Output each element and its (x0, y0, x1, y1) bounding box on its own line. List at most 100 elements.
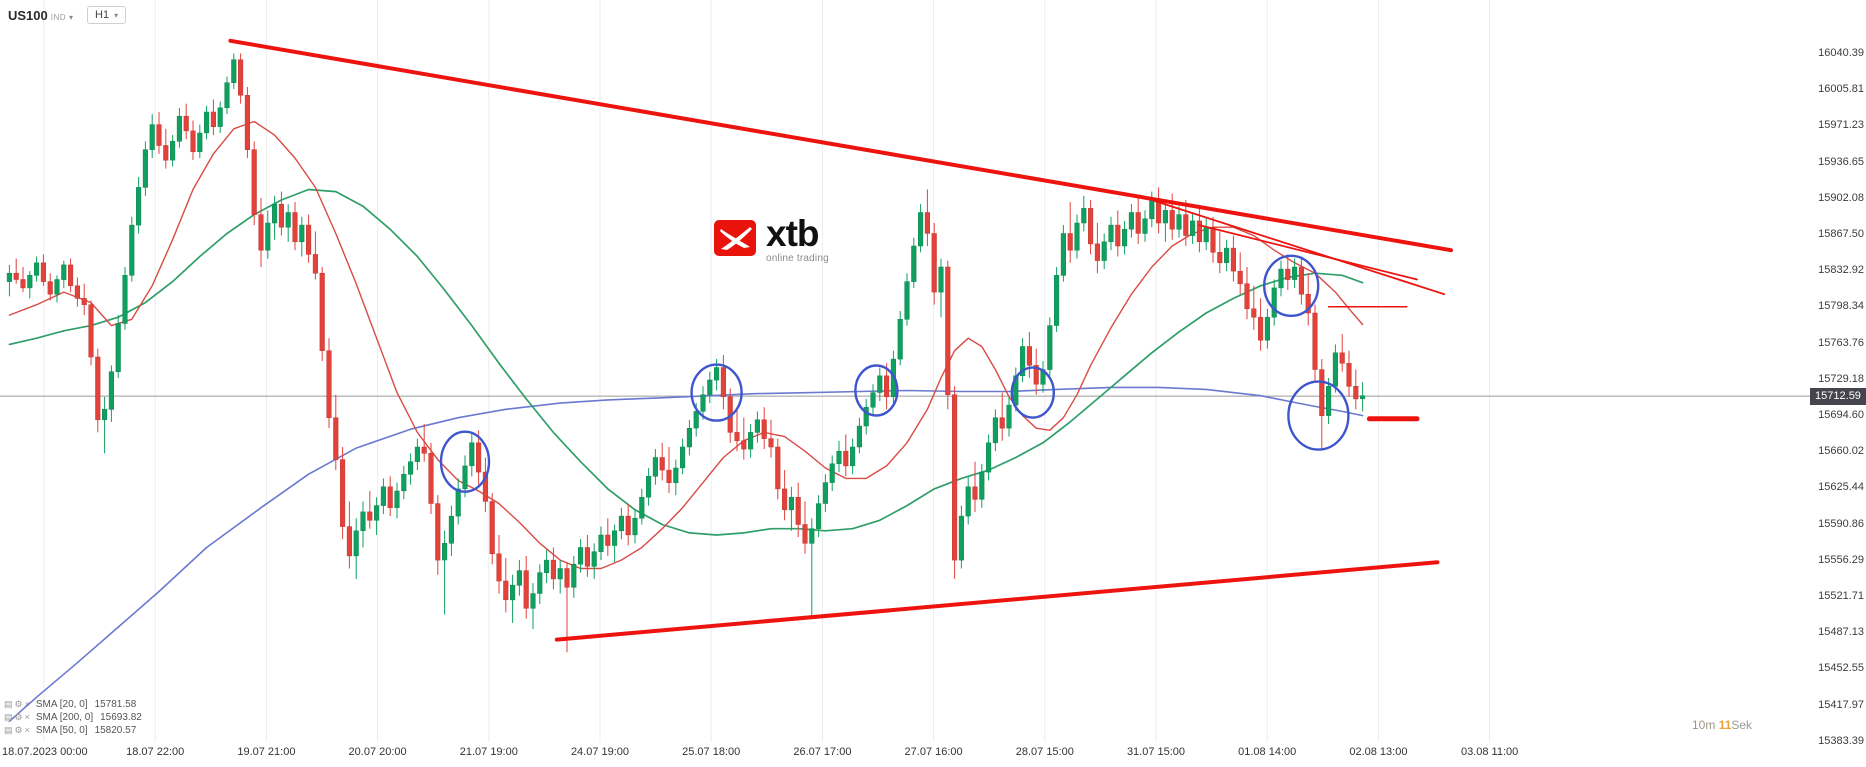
candle-up (1060, 233, 1066, 276)
candle-down (68, 264, 74, 287)
annotation-circle (1262, 254, 1320, 317)
indicator-value: 15693.82 (100, 712, 142, 723)
price-axis-label: 15832.92 (1818, 264, 1864, 277)
candle-down (1237, 270, 1243, 285)
candle-up (1360, 395, 1366, 400)
candle-down (659, 457, 665, 471)
candle-down (258, 214, 264, 251)
candle-down (428, 453, 434, 504)
candle-down (1026, 346, 1032, 366)
candle-down (1305, 293, 1311, 314)
candle-up (829, 463, 835, 483)
candle-up (544, 559, 550, 573)
price-axis-label: 16040.39 (1818, 47, 1864, 59)
time-axis-label: 21.07 19:00 (459, 746, 518, 758)
candle-up (863, 406, 869, 427)
candle-down (238, 59, 244, 96)
settings-icon[interactable]: ⚙ (14, 725, 23, 735)
sma-20-line (8, 120, 1364, 570)
candle-up (1224, 247, 1230, 264)
time-axis-label: 03.08 11:00 (1460, 746, 1519, 758)
candle-up (571, 564, 577, 588)
candle-up (176, 115, 182, 142)
candle-down (333, 417, 339, 460)
price-axis-label: 15625.44 (1818, 481, 1864, 494)
candle-up (904, 281, 910, 320)
candle-up (1162, 210, 1168, 224)
price-axis-label: 15867.50 (1818, 228, 1864, 240)
candle-down (523, 570, 529, 609)
candle-up (632, 517, 638, 536)
indicator-legend: ▤ ⚙ × SMA [20, 0] 15781.58 ▤ ⚙ × SMA [200, 0] 156… (4, 698, 142, 737)
candle-down (183, 115, 189, 132)
candle-down (1312, 312, 1318, 370)
price-axis-label: 15971.23 (1818, 119, 1864, 132)
time-axis[interactable]: 18.07.2023 00:00 18.07 22:00 19.07 21:00 20… (0, 744, 1810, 766)
candle-up (61, 264, 67, 280)
candle-up (217, 107, 223, 127)
candle-up (170, 141, 176, 161)
candle-down (306, 224, 312, 255)
candle-up (442, 543, 448, 561)
close-icon[interactable]: × (24, 699, 30, 709)
candle-up (707, 379, 713, 395)
price-axis-label: 15452.55 (1818, 662, 1864, 675)
chart-icon[interactable]: ▤ (4, 712, 13, 722)
candle-down (952, 394, 958, 561)
candle-down (666, 469, 672, 483)
indicator-row: ▤ ⚙ × SMA [200, 0] 15693.82 (4, 711, 142, 724)
candle-up (115, 323, 121, 372)
symbol-type-label: IND (50, 12, 67, 22)
candle-up (1326, 386, 1332, 416)
candle-down (278, 203, 284, 228)
price-axis-label: 15487.13 (1818, 626, 1864, 639)
candle-up (353, 530, 359, 557)
candle-up (618, 515, 624, 532)
candle-up (27, 275, 33, 289)
countdown-seconds: 11 (1718, 718, 1732, 732)
candle-up (360, 511, 366, 531)
candle-up (578, 547, 584, 565)
candle-down (496, 553, 502, 582)
candle-down (1169, 210, 1175, 230)
candle-down (435, 503, 441, 561)
price-axis-label: 16005.81 (1818, 83, 1864, 96)
candle-up (673, 467, 679, 483)
chart-icon[interactable]: ▤ (4, 699, 13, 709)
candle-down (346, 526, 352, 557)
timeframe-selector[interactable]: H1 ▾ (87, 6, 127, 24)
candle-up (958, 515, 964, 561)
close-icon[interactable]: × (24, 725, 30, 735)
candle-down (1346, 363, 1352, 387)
symbol-name: US100 (8, 7, 48, 23)
settings-icon[interactable]: ⚙ (14, 712, 23, 722)
close-icon[interactable]: × (24, 712, 30, 722)
candlestick-chart[interactable] (0, 0, 1810, 767)
candle-up (1142, 218, 1148, 234)
annotation-circle (439, 430, 491, 493)
price-axis-label: 15521.71 (1818, 590, 1864, 602)
chart-icon[interactable]: ▤ (4, 725, 13, 735)
price-axis[interactable]: 16040.39 16005.81 15971.23 15936.65 15902.08… (1810, 0, 1866, 767)
candle-up (612, 530, 618, 546)
candle-down (251, 149, 257, 215)
candle-up (1292, 266, 1298, 280)
candle-up (414, 446, 420, 462)
price-axis-label: 15902.08 (1818, 191, 1864, 204)
candle-up (129, 224, 135, 276)
xtb-logo: xtb online trading (714, 215, 829, 264)
candle-down (1339, 352, 1345, 364)
candle-up (938, 266, 944, 293)
candle-up (1047, 325, 1053, 370)
candle-down (190, 130, 196, 153)
time-axis-label: 24.07 19:00 (570, 746, 630, 758)
symbol-selector[interactable]: US100 IND ▾ (8, 8, 73, 23)
symbol-bar: US100 IND ▾ H1 ▾ (8, 6, 127, 24)
settings-icon[interactable]: ⚙ (14, 699, 23, 709)
candle-up (149, 124, 155, 150)
candle-up (102, 409, 108, 421)
time-axis-label: 26.07 17:00 (793, 746, 852, 758)
candle-up (197, 132, 203, 153)
logo-text: xtb online trading (766, 215, 829, 264)
candle-down (734, 432, 740, 442)
